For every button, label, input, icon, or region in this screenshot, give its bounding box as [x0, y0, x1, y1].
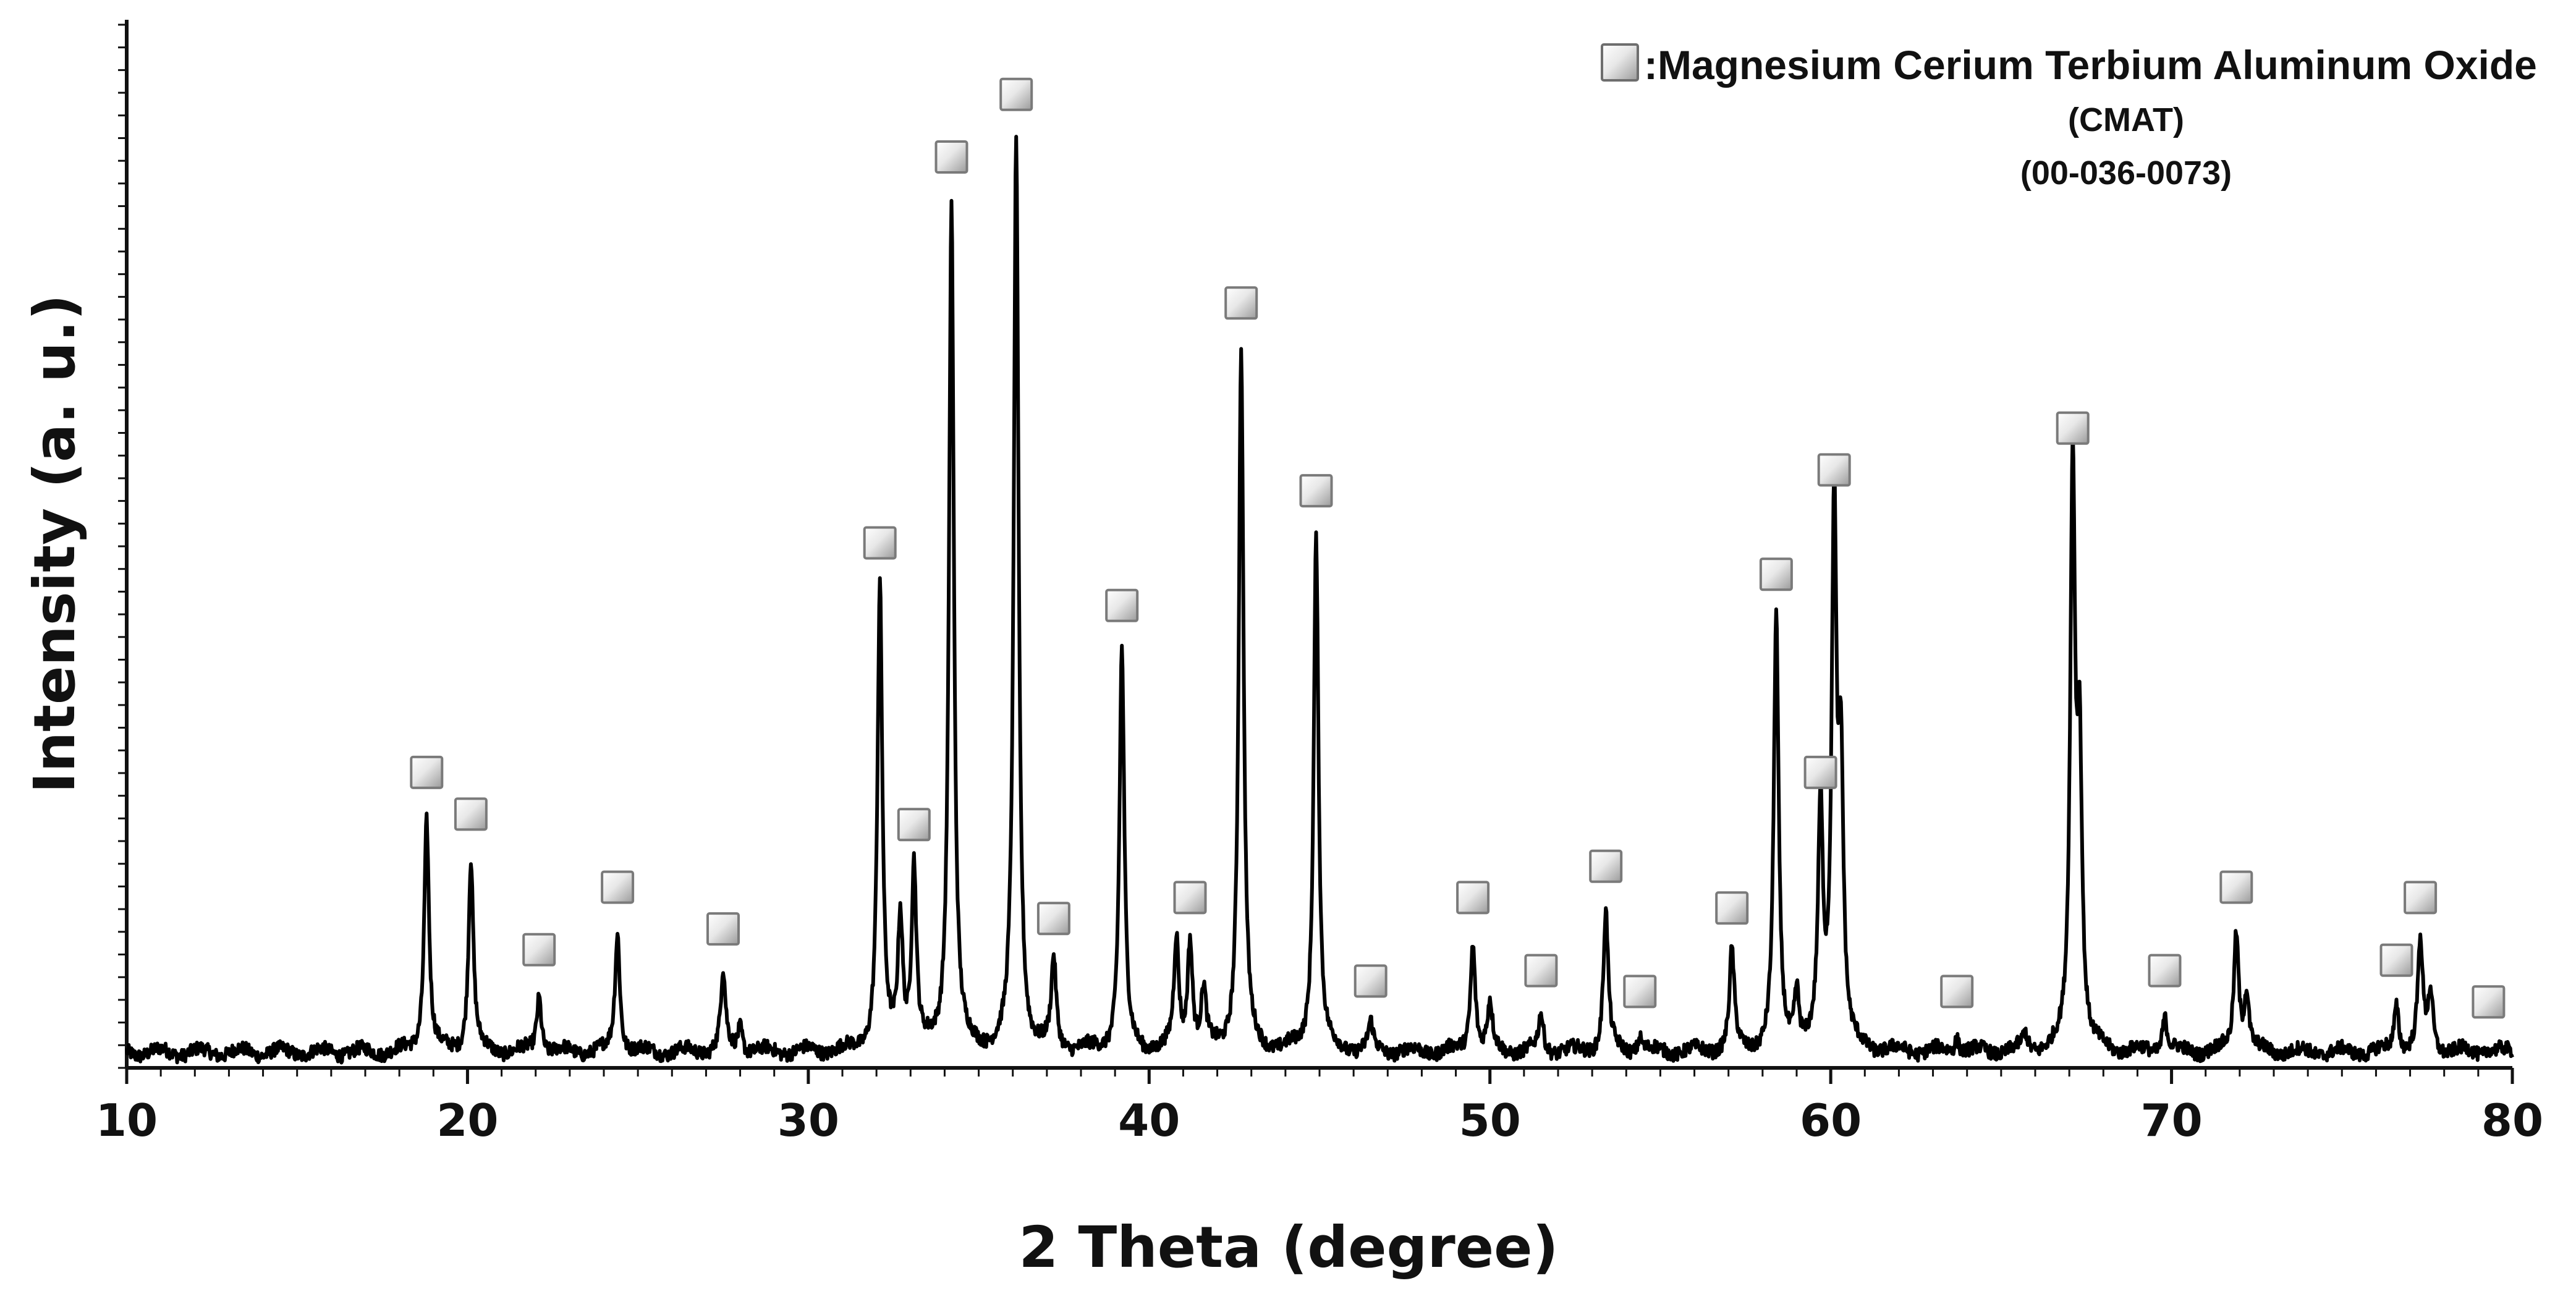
series-line-layer [125, 135, 2514, 1065]
x-tick-label: 60 [1800, 1094, 1862, 1146]
y-axis-title: Intensity (a. u.) [22, 294, 88, 793]
peak-marker-square [2404, 881, 2438, 915]
x-tick-label: 10 [96, 1094, 158, 1146]
peak-marker-square [2219, 870, 2253, 904]
peak-marker-square [601, 870, 635, 904]
peak-marker-square [2472, 985, 2506, 1019]
peak-marker-square [863, 526, 897, 560]
legend-marker-square [1601, 43, 1639, 82]
peak-marker-square [2056, 411, 2090, 445]
x-tick-label: 40 [1118, 1094, 1180, 1146]
peak-marker-square [897, 808, 931, 842]
peak-marker-square [2379, 943, 2413, 977]
x-tick-label: 70 [2140, 1094, 2202, 1146]
x-axis-title: 2 Theta (degree) [1019, 1214, 1558, 1280]
peak-marker-square [454, 797, 488, 831]
peak-marker-square [522, 933, 556, 967]
peak-marker-square [1224, 286, 1258, 320]
peak-marker-square [1589, 849, 1623, 883]
legend: :Magnesium Cerium Terbium Aluminum Oxide… [1601, 42, 2537, 192]
legend-sublabel-pdf: (00-036-0073) [2020, 154, 2232, 192]
legend-sublabel-cmat: (CMAT) [2068, 101, 2184, 138]
peak-markers [410, 77, 2506, 1019]
peak-marker-square [1173, 881, 1207, 915]
peak-marker-square [1623, 975, 1657, 1009]
x-tick-label: 20 [436, 1094, 498, 1146]
legend-label: :Magnesium Cerium Terbium Aluminum Oxide [1644, 42, 2537, 88]
peak-marker-square [1715, 891, 1749, 925]
peak-marker-square [999, 77, 1033, 111]
x-tick-label: 50 [1459, 1094, 1521, 1146]
peak-marker-square [706, 912, 740, 946]
peak-marker-square [1036, 902, 1070, 936]
peak-marker-square [1817, 453, 1851, 487]
x-tick-label: 80 [2481, 1094, 2543, 1146]
x-axis-ticks: 10 20 30 40 50 60 70 80 [96, 1068, 2543, 1146]
peak-marker-square [1940, 975, 1974, 1009]
peak-marker-square [410, 755, 444, 789]
peak-marker-square [1354, 964, 1388, 998]
y-axis-ticks [118, 23, 127, 1069]
peak-marker-square [1105, 588, 1139, 622]
peak-marker-square [1803, 755, 1837, 789]
xrd-pattern-line [125, 135, 2514, 1065]
peak-marker-square [1759, 557, 1793, 591]
peak-marker-square [1456, 881, 1490, 915]
peak-marker-square [1299, 474, 1333, 508]
peak-marker-square [1524, 954, 1558, 988]
peak-marker-square [2148, 954, 2182, 988]
x-tick-label: 30 [777, 1094, 839, 1146]
peak-marker-square [934, 140, 968, 174]
